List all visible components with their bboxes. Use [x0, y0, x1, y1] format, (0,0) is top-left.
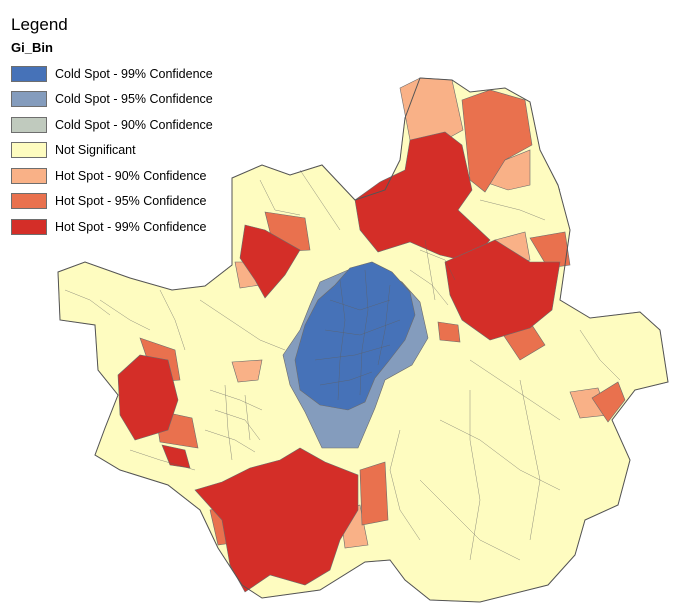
legend-item: Cold Spot - 99% Confidence [11, 61, 213, 87]
legend-item-label: Cold Spot - 99% Confidence [55, 66, 213, 81]
legend-swatch [11, 142, 47, 159]
legend-item: Cold Spot - 90% Confidence [11, 112, 213, 138]
legend-item-label: Hot Spot - 90% Confidence [55, 168, 207, 183]
legend-item-label: Cold Spot - 90% Confidence [55, 117, 213, 132]
legend-swatch [11, 116, 47, 133]
city-boundary [57, 77, 669, 603]
region-hot95-east [529, 231, 571, 269]
region-hot99-west [117, 354, 179, 441]
region-hot99-east [444, 239, 561, 341]
map-legend: Legend Gi_Bin Cold Spot - 99% Confidence… [11, 14, 213, 240]
region-hot99-nw [239, 224, 301, 299]
legend-swatch [11, 193, 47, 210]
region-hot99-sw-small [161, 444, 191, 469]
region-hot99-north [354, 131, 491, 263]
region-hot95-south-2 [359, 461, 389, 526]
region-cold99-center [294, 261, 416, 411]
region-hot90-west [231, 359, 263, 383]
region-hot90-north [399, 77, 464, 141]
legend-item: Hot Spot - 95% Confidence [11, 189, 213, 215]
region-hot95-far-east [591, 381, 626, 423]
legend-swatch [11, 91, 47, 108]
legend-field-name: Gi_Bin [11, 40, 53, 55]
legend-item-label: Cold Spot - 95% Confidence [55, 92, 213, 107]
region-hot95-center [437, 321, 461, 343]
legend-swatch [11, 65, 47, 82]
legend-item-label: Hot Spot - 95% Confidence [55, 194, 207, 209]
legend-item: Hot Spot - 99% Confidence [11, 214, 213, 240]
legend-item: Cold Spot - 95% Confidence [11, 87, 213, 113]
legend-item-label: Not Significant [55, 143, 136, 158]
region-hot95-north [461, 89, 533, 193]
legend-item: Hot Spot - 90% Confidence [11, 163, 213, 189]
legend-swatch [11, 167, 47, 184]
legend-title: Legend [11, 15, 68, 34]
legend-item-label: Hot Spot - 99% Confidence [55, 219, 207, 234]
district-boundaries [64, 149, 621, 561]
legend-item: Not Significant [11, 138, 213, 164]
legend-swatch [11, 218, 47, 235]
